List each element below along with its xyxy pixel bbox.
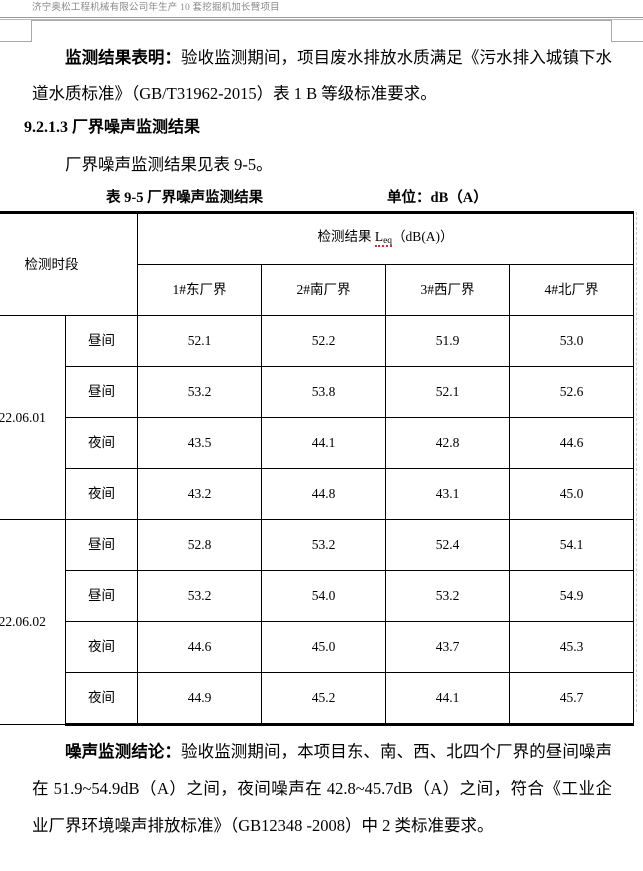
table-row: 昼间 53.2 54.0 53.2 54.9 [0,570,635,622]
table-row: 2022.06.01 昼间 52.1 52.2 51.9 53.0 [0,315,635,520]
cell-value: 53.0 [508,315,635,367]
cell-value: 52.1 [385,366,510,418]
noise-monitoring-table: 检测时段 检测结果 Leq（dB(A)） 1#东厂界 2#南厂界 3#西厂界 4… [0,211,635,726]
cell-period: 昼间 [65,366,138,418]
paragraph-noise-conclusion: 噪声监测结论：验收监测期间，本项目东、南、西、北四个厂界的昼间噪声在 51.9~… [32,733,612,844]
table-caption: 表 9-5 厂界噪声监测结果 单位：dB（A） [32,186,612,208]
section-heading-9-2-1-3: 9.2.1.3 厂界噪声监测结果 [24,119,201,136]
header-cell-time-period: 检测时段 [0,211,138,316]
cell-period: 夜间 [65,468,138,520]
table-caption-title: 表 9-5 厂界噪声监测结果 [106,190,264,206]
cell-value: 44.1 [385,672,510,726]
cell-value: 42.8 [385,417,510,469]
cell-value: 52.4 [385,519,510,571]
leq-main: L [374,229,384,244]
cell-value: 53.2 [261,519,386,571]
running-header-title: 济宁奥松工程机械有限公司年生产 10 套挖掘机加长臂项目 [32,3,280,13]
header-cell-result-leq: 检测结果 Leq（dB(A)） [136,211,635,265]
cell-value: 54.1 [508,519,635,571]
table-row: 夜间 44.6 45.0 43.7 45.3 [0,621,635,673]
cell-value: 44.8 [261,468,386,520]
table-row: 夜间 44.9 45.2 44.1 45.7 [0,672,635,726]
table-header-row-1: 检测时段 检测结果 Leq（dB(A)） [0,211,635,316]
table-row: 昼间 53.2 53.8 52.1 52.6 [0,366,635,418]
header-rule-outer [0,17,643,18]
cell-value: 53.2 [137,366,262,418]
cell-value: 52.8 [137,519,262,571]
page-frame-artifact [31,20,612,42]
cell-value: 52.6 [508,366,635,418]
page-frame-tick-left [0,41,32,42]
cell-value: 43.2 [137,468,262,520]
cell-value: 54.9 [508,570,635,622]
page-frame-tick-right [611,41,643,42]
cell-value: 51.9 [385,315,510,367]
cell-value: 52.2 [261,315,386,367]
cell-period: 昼间 [65,519,138,571]
noise-monitoring-table-wrapper: 检测时段 检测结果 Leq（dB(A)） 1#东厂界 2#南厂界 3#西厂界 4… [0,211,643,726]
cell-value: 45.7 [508,672,635,726]
header-rule-inner [0,19,643,20]
header-cell-point-1: 1#东厂界 [137,264,262,316]
result-prefix-text: 检测结果 [317,229,375,244]
cell-value: 52.1 [137,315,262,367]
table-row: 夜间 43.2 44.8 43.1 45.0 [0,468,635,520]
cell-value: 54.0 [261,570,386,622]
cell-value: 53.2 [137,570,262,622]
conclusion-body-text: 验收监测期间，本项目东、南、西、北四个厂界的昼间噪声在 51.9~54.9dB（… [32,742,612,835]
cell-value: 44.1 [261,417,386,469]
cell-value: 43.7 [385,621,510,673]
leq-subscript: eq [383,236,393,246]
cell-value: 44.6 [508,417,635,469]
cell-value: 44.6 [137,621,262,673]
discharge-body-text: 验收监测期间，项目废水排放水质满足《污水排入城镇下水道水质标准》（GB/T319… [32,48,612,103]
cell-value: 45.3 [508,621,635,673]
header-cell-point-2: 2#南厂界 [261,264,386,316]
table-row: 2022.06.02 昼间 52.8 53.2 52.4 54.1 [0,519,635,725]
result-suffix-text: （dB(A)） [392,229,454,244]
cell-period: 昼间 [65,315,138,367]
discharge-lead-in: 监测结果表明： [65,48,182,67]
header-cell-point-3: 3#西厂界 [385,264,510,316]
cell-value: 53.2 [385,570,510,622]
cell-value: 53.8 [261,366,386,418]
cell-period: 昼间 [65,570,138,622]
cell-value: 45.0 [261,621,386,673]
cell-date-group-2: 2022.06.02 [0,519,66,725]
cell-period: 夜间 [65,621,138,673]
page-margin-guide [636,212,637,712]
leq-symbol: Leq [374,229,393,247]
cell-period: 夜间 [65,672,138,726]
cell-value: 43.1 [385,468,510,520]
paragraph-discharge-result: 监测结果表明：验收监测期间，项目废水排放水质满足《污水排入城镇下水道水质标准》（… [32,40,612,112]
page-header: 济宁奥松工程机械有限公司年生产 10 套挖掘机加长臂项目 [0,0,643,22]
cell-period: 夜间 [65,417,138,469]
table-row: 夜间 43.5 44.1 42.8 44.6 [0,417,635,469]
cell-date-group-1: 2022.06.01 [0,315,66,520]
cell-value: 43.5 [137,417,262,469]
cell-value: 45.0 [508,468,635,520]
cell-value: 44.9 [137,672,262,726]
conclusion-lead-in: 噪声监测结论： [65,742,182,761]
header-cell-point-4: 4#北厂界 [508,264,635,316]
table-caption-unit: 单位：dB（A） [387,190,488,206]
paragraph-table-reference: 厂界噪声监测结果见表 9-5。 [65,155,273,174]
cell-value: 45.2 [261,672,386,726]
